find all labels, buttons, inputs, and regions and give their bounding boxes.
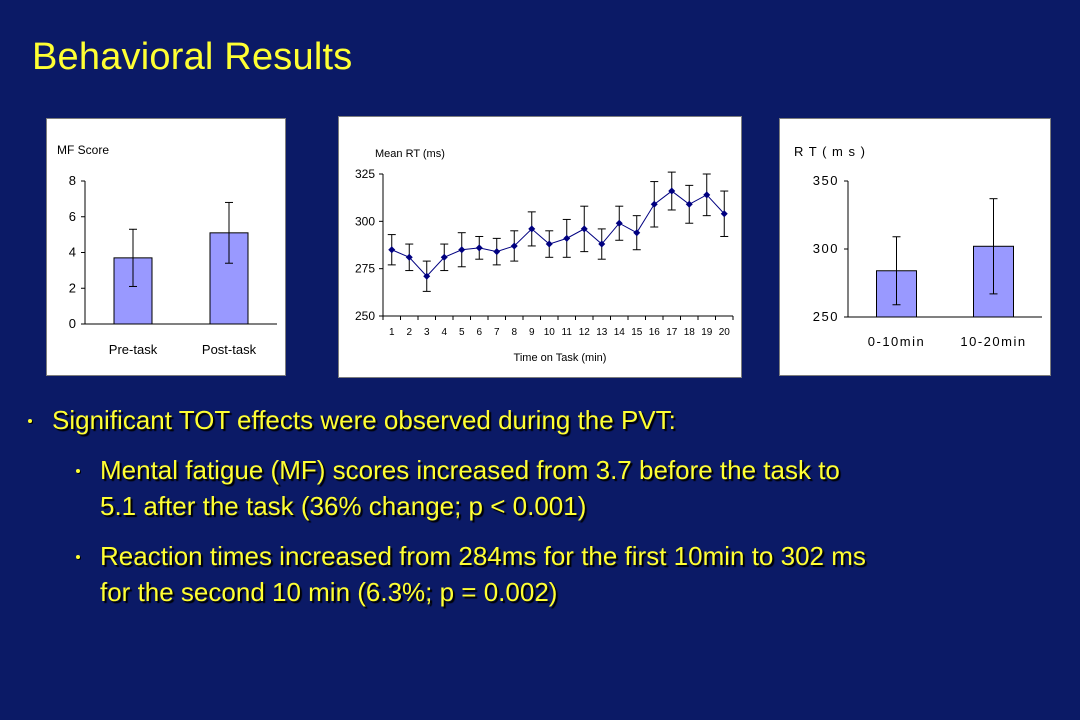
bullet-mf-line1: Mental fatigue (MF) scores increased fro…: [100, 455, 840, 485]
x-tick-label: 8: [511, 327, 517, 338]
data-point: [475, 244, 483, 252]
x-tick-label: 13: [596, 327, 608, 338]
x-tick-label: 10: [544, 327, 556, 338]
data-point: [440, 253, 448, 261]
data-point: [388, 246, 396, 254]
bullet-rt-line2: for the second 10 min (6.3%; p = 0.002): [100, 577, 558, 607]
data-point: [528, 225, 536, 233]
x-tick-label: 5: [459, 327, 465, 338]
data-point: [685, 200, 693, 208]
x-tick-label: 16: [649, 327, 661, 338]
x-tick-label: 20: [719, 327, 731, 338]
x-tick-label: 1: [389, 327, 395, 338]
x-tick-label: 6: [476, 327, 482, 338]
y-tick-label: 300: [813, 241, 839, 256]
y-tick-label: 4: [69, 245, 76, 260]
mf-score-axis-label: MF Score: [57, 143, 109, 157]
data-point: [405, 253, 413, 261]
bullet-mf-line2: 5.1 after the task (36% change; p < 0.00…: [100, 491, 587, 521]
mf-score-chart-svg: MF Score 0 2 4 6 8 Pre-task Post-task: [57, 143, 277, 357]
x-tick-label: 0-10min: [868, 334, 925, 349]
data-point: [703, 191, 711, 199]
y-tick-label: 275: [355, 262, 375, 276]
bullet-dot-icon: [76, 469, 80, 473]
bullet-reaction-times: Reaction times increased from 284ms for …: [14, 538, 1074, 610]
y-tick-label: 250: [813, 309, 839, 324]
y-tick-label: 250: [355, 309, 375, 323]
y-tick-label: 325: [355, 167, 375, 181]
x-tick-label: 12: [579, 327, 591, 338]
x-tick-label: 4: [441, 327, 447, 338]
bullet-dot-icon: [76, 555, 80, 559]
x-tick-label: 19: [701, 327, 713, 338]
rt-bar-chart: R T ( m s ) 250 300 350 0-10min 10-20min: [779, 118, 1051, 376]
data-point: [458, 246, 466, 254]
slide-title: Behavioral Results: [32, 36, 353, 78]
x-tick-label: 9: [529, 327, 535, 338]
mean-rt-line: [391, 190, 725, 277]
bullet-mf-scores: Mental fatigue (MF) scores increased fro…: [14, 452, 1074, 524]
data-point: [650, 200, 658, 208]
data-point: [563, 234, 571, 242]
y-tick-label: 6: [69, 209, 76, 224]
rt-bar-chart-svg: R T ( m s ) 250 300 350 0-10min 10-20min: [794, 144, 1042, 349]
x-tick-label: 10-20min: [960, 334, 1026, 349]
data-point: [580, 225, 588, 233]
y-tick-label: 2: [69, 280, 76, 295]
data-point: [598, 240, 606, 248]
mf-score-chart: MF Score 0 2 4 6 8 Pre-task Post-task: [46, 118, 286, 376]
data-point: [668, 187, 676, 195]
time-on-task-axis-label: Time on Task (min): [514, 352, 607, 364]
x-tick-label: 14: [614, 327, 626, 338]
mean-rt-chart-svg: Mean RT (ms) Time on Task (min) 25027530…: [355, 148, 734, 364]
bullet-dot-icon: [28, 419, 32, 423]
x-tick-label: 17: [666, 327, 678, 338]
x-tick-label: 11: [562, 327, 573, 338]
data-point: [545, 240, 553, 248]
data-point: [615, 219, 623, 227]
data-point: [720, 210, 728, 218]
mean-rt-chart: Mean RT (ms) Time on Task (min) 250 275 30…: [338, 116, 742, 378]
x-tick-label: 3: [424, 327, 430, 338]
bullet-rt-line1: Reaction times increased from 284ms for …: [100, 541, 866, 571]
data-point: [510, 242, 518, 250]
y-tick-label: 0: [69, 316, 76, 331]
x-tick-label: 18: [684, 327, 696, 338]
x-tick-label: 2: [406, 327, 412, 338]
bullet-main-text: Significant TOT effects were observed du…: [52, 405, 676, 435]
mean-rt-axis-label: Mean RT (ms): [375, 148, 445, 160]
data-point: [633, 229, 641, 237]
results-bullets: Significant TOT effects were observed du…: [14, 402, 1074, 624]
y-tick-label: 8: [69, 173, 76, 188]
rt-axis-label: R T ( m s ): [794, 144, 866, 159]
x-tick-label: Post-task: [202, 342, 257, 357]
data-point: [493, 248, 501, 256]
y-tick-label: 350: [813, 173, 839, 188]
y-tick-label: 300: [355, 214, 375, 228]
data-point: [423, 272, 431, 280]
x-tick-label: 7: [494, 327, 500, 338]
x-tick-label: Pre-task: [109, 342, 158, 357]
bullet-main: Significant TOT effects were observed du…: [14, 402, 1074, 438]
x-tick-label: 15: [631, 327, 643, 338]
